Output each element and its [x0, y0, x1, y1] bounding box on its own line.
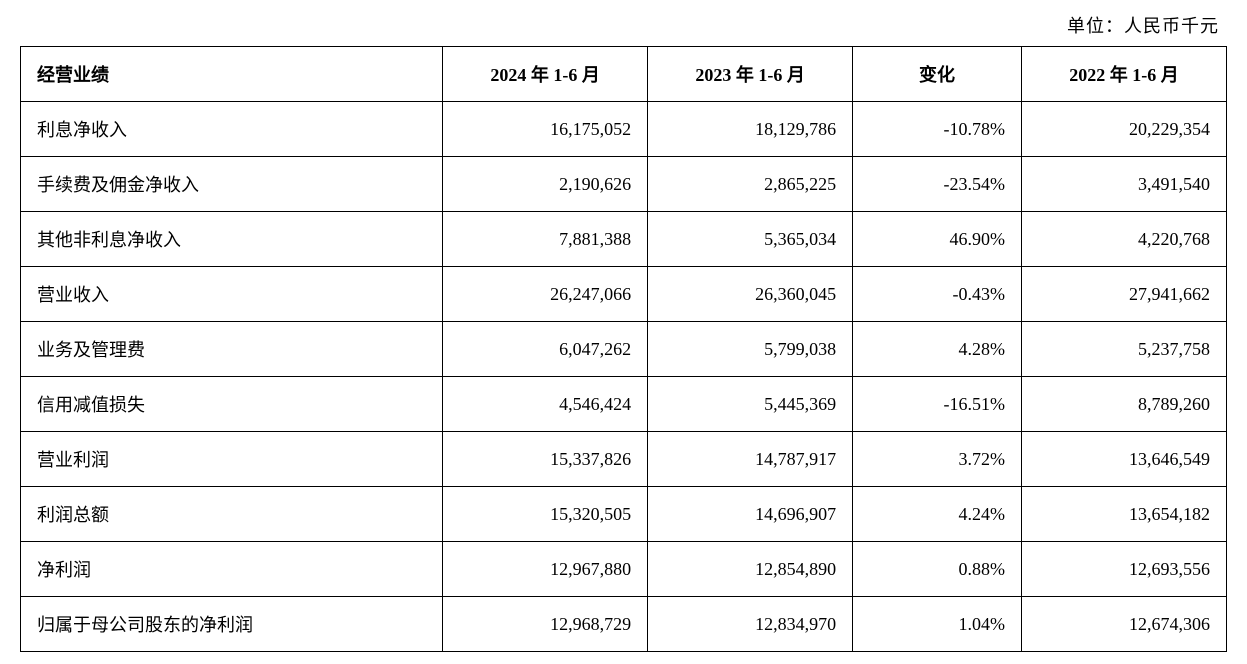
table-row: 利息净收入 16,175,052 18,129,786 -10.78% 20,2… — [21, 102, 1227, 157]
cell-change: -0.43% — [853, 267, 1022, 322]
cell-2022: 27,941,662 — [1021, 267, 1226, 322]
cell-change: 1.04% — [853, 597, 1022, 652]
row-label: 利润总额 — [21, 487, 443, 542]
cell-2023: 18,129,786 — [648, 102, 853, 157]
cell-change: -10.78% — [853, 102, 1022, 157]
row-label: 信用减值损失 — [21, 377, 443, 432]
col-header-change: 变化 — [853, 47, 1022, 102]
cell-change: 4.24% — [853, 487, 1022, 542]
cell-2024: 4,546,424 — [443, 377, 648, 432]
cell-change: 3.72% — [853, 432, 1022, 487]
cell-2022: 4,220,768 — [1021, 212, 1226, 267]
cell-2024: 12,968,729 — [443, 597, 648, 652]
table-row: 业务及管理费 6,047,262 5,799,038 4.28% 5,237,7… — [21, 322, 1227, 377]
cell-2024: 2,190,626 — [443, 157, 648, 212]
cell-change: -23.54% — [853, 157, 1022, 212]
col-header-2022: 2022 年 1-6 月 — [1021, 47, 1226, 102]
cell-2022: 20,229,354 — [1021, 102, 1226, 157]
cell-2024: 7,881,388 — [443, 212, 648, 267]
cell-2024: 15,320,505 — [443, 487, 648, 542]
cell-change: 4.28% — [853, 322, 1022, 377]
table-header-row: 经营业绩 2024 年 1-6 月 2023 年 1-6 月 变化 2022 年… — [21, 47, 1227, 102]
cell-2024: 15,337,826 — [443, 432, 648, 487]
cell-change: -16.51% — [853, 377, 1022, 432]
cell-change: 46.90% — [853, 212, 1022, 267]
table-row: 利润总额 15,320,505 14,696,907 4.24% 13,654,… — [21, 487, 1227, 542]
cell-2024: 6,047,262 — [443, 322, 648, 377]
cell-2023: 14,787,917 — [648, 432, 853, 487]
table-row: 归属于母公司股东的净利润 12,968,729 12,834,970 1.04%… — [21, 597, 1227, 652]
cell-2022: 8,789,260 — [1021, 377, 1226, 432]
row-label: 营业利润 — [21, 432, 443, 487]
cell-change: 0.88% — [853, 542, 1022, 597]
cell-2023: 2,865,225 — [648, 157, 853, 212]
cell-2022: 13,654,182 — [1021, 487, 1226, 542]
row-label: 利息净收入 — [21, 102, 443, 157]
col-header-metric: 经营业绩 — [21, 47, 443, 102]
unit-label: 单位：人民币千元 — [20, 12, 1227, 38]
cell-2023: 5,445,369 — [648, 377, 853, 432]
table-row: 净利润 12,967,880 12,854,890 0.88% 12,693,5… — [21, 542, 1227, 597]
table-body: 利息净收入 16,175,052 18,129,786 -10.78% 20,2… — [21, 102, 1227, 652]
cell-2022: 5,237,758 — [1021, 322, 1226, 377]
cell-2023: 26,360,045 — [648, 267, 853, 322]
cell-2023: 12,854,890 — [648, 542, 853, 597]
table-row: 营业收入 26,247,066 26,360,045 -0.43% 27,941… — [21, 267, 1227, 322]
row-label: 营业收入 — [21, 267, 443, 322]
col-header-2024: 2024 年 1-6 月 — [443, 47, 648, 102]
cell-2022: 12,693,556 — [1021, 542, 1226, 597]
row-label: 其他非利息净收入 — [21, 212, 443, 267]
cell-2022: 3,491,540 — [1021, 157, 1226, 212]
cell-2022: 12,674,306 — [1021, 597, 1226, 652]
cell-2023: 12,834,970 — [648, 597, 853, 652]
table-row: 其他非利息净收入 7,881,388 5,365,034 46.90% 4,22… — [21, 212, 1227, 267]
row-label: 业务及管理费 — [21, 322, 443, 377]
cell-2023: 14,696,907 — [648, 487, 853, 542]
cell-2023: 5,799,038 — [648, 322, 853, 377]
col-header-2023: 2023 年 1-6 月 — [648, 47, 853, 102]
row-label: 手续费及佣金净收入 — [21, 157, 443, 212]
row-label: 净利润 — [21, 542, 443, 597]
cell-2022: 13,646,549 — [1021, 432, 1226, 487]
cell-2023: 5,365,034 — [648, 212, 853, 267]
cell-2024: 16,175,052 — [443, 102, 648, 157]
table-row: 营业利润 15,337,826 14,787,917 3.72% 13,646,… — [21, 432, 1227, 487]
table-row: 信用减值损失 4,546,424 5,445,369 -16.51% 8,789… — [21, 377, 1227, 432]
financial-table: 经营业绩 2024 年 1-6 月 2023 年 1-6 月 变化 2022 年… — [20, 46, 1227, 652]
cell-2024: 12,967,880 — [443, 542, 648, 597]
cell-2024: 26,247,066 — [443, 267, 648, 322]
table-row: 手续费及佣金净收入 2,190,626 2,865,225 -23.54% 3,… — [21, 157, 1227, 212]
row-label: 归属于母公司股东的净利润 — [21, 597, 443, 652]
